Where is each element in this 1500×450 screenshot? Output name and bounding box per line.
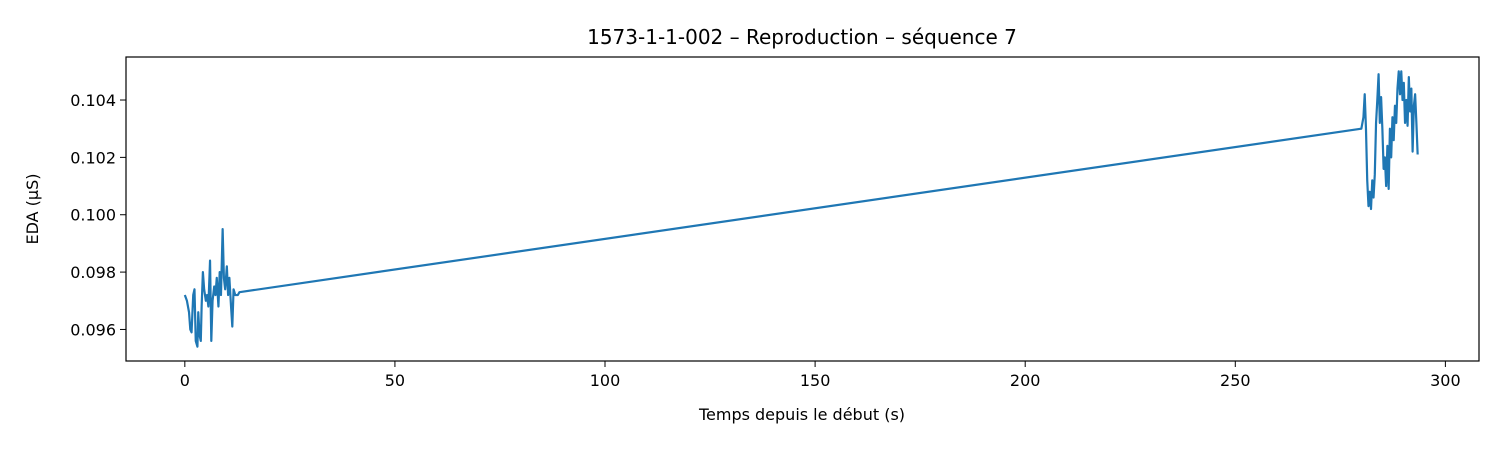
y-tick-label: 0.102: [70, 148, 116, 167]
y-tick-label: 0.104: [70, 91, 116, 110]
x-tick-label: 0: [180, 371, 190, 390]
x-tick-label: 200: [1010, 371, 1041, 390]
x-tick-label: 250: [1220, 371, 1251, 390]
plot-area: [183, 70, 1419, 348]
y-tick-label: 0.098: [70, 263, 116, 282]
y-tick-label: 0.096: [70, 320, 116, 339]
chart-title: 1573-1-1-002 – Reproduction – séquence 7: [587, 25, 1017, 49]
y-tick-label: 0.100: [70, 206, 116, 225]
plot-frame: [125, 56, 1480, 362]
x-axis-label: Temps depuis le début (s): [698, 405, 905, 424]
x-tick-label: 100: [590, 371, 621, 390]
x-tick-label: 300: [1430, 371, 1461, 390]
x-tick-label: 150: [800, 371, 831, 390]
x-axis: 0 50 100 150 200 250 300: [180, 361, 1461, 390]
series-line-0: [183, 70, 1419, 348]
y-axis: 0.096 0.098 0.100 0.102 0.104: [70, 91, 126, 339]
y-axis-label: EDA (µS): [23, 174, 42, 245]
x-tick-label: 50: [385, 371, 405, 390]
